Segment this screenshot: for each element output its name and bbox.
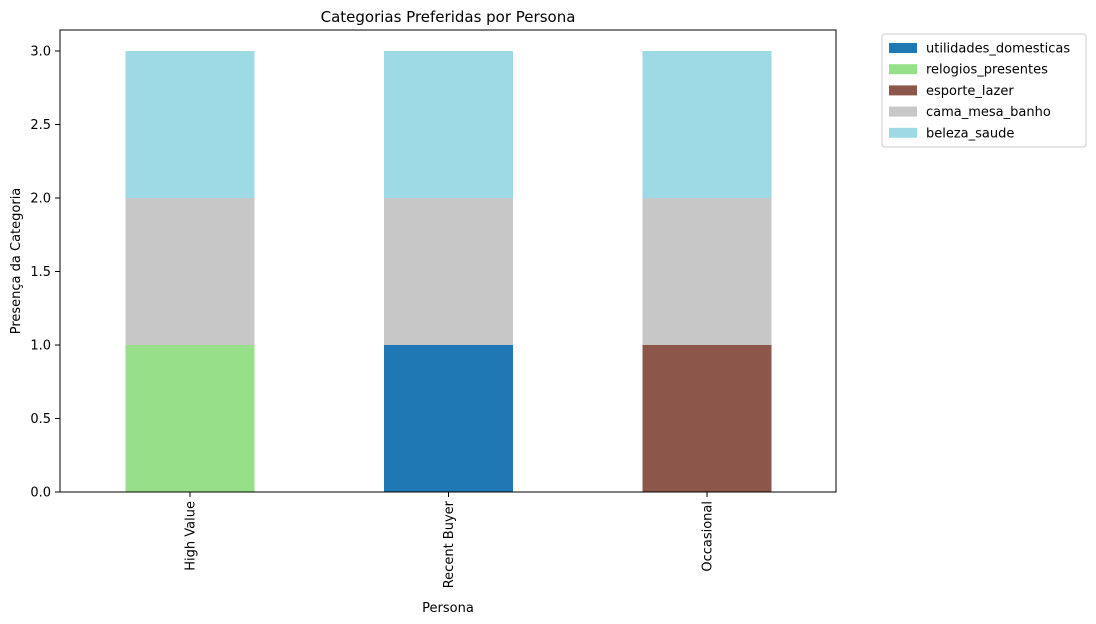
- bar-segment: [642, 51, 772, 198]
- legend-swatch: [889, 64, 917, 75]
- legend-swatch: [889, 43, 917, 53]
- legend-label: cama_mesa_banho: [926, 105, 1051, 120]
- y-tick-label: 2.0: [30, 192, 51, 207]
- bar-segment: [125, 345, 255, 492]
- legend-label: utilidades_domesticas: [926, 42, 1070, 57]
- y-tick-label: 0.0: [30, 486, 51, 501]
- y-tick-label: 1.0: [30, 339, 51, 354]
- legend-label: beleza_saude: [926, 126, 1014, 141]
- x-tick-label: High Value: [184, 501, 199, 571]
- x-axis: High Value Recent Buyer Occasional: [184, 492, 716, 588]
- legend-swatch: [889, 85, 917, 96]
- legend-swatch: [889, 106, 917, 117]
- legend-swatch: [889, 127, 917, 138]
- legend-label: relogios_presentes: [926, 63, 1048, 78]
- legend-label: esporte_lazer: [926, 84, 1014, 99]
- x-axis-label: Persona: [422, 601, 474, 616]
- y-tick-label: 3.0: [30, 45, 51, 60]
- y-tick-label: 0.5: [30, 412, 51, 427]
- y-axis: 0.0 0.5 1.0 1.5 2.0 2.5 3.0: [30, 45, 60, 501]
- y-tick-label: 1.5: [30, 265, 51, 280]
- y-axis-label: Presença da Categoria: [9, 188, 24, 335]
- bar-segment: [384, 345, 513, 492]
- bar-segment: [642, 198, 772, 345]
- legend-frame: [881, 33, 1087, 148]
- bar-segment: [125, 51, 255, 198]
- bars-layer: [125, 51, 772, 492]
- y-tick-label: 2.5: [30, 118, 51, 133]
- bar-segment: [642, 345, 772, 492]
- bar-segment: [384, 198, 513, 345]
- x-tick-label: Recent Buyer: [442, 500, 457, 588]
- legend: utilidades_domesticas relogios_presentese…: [881, 33, 1087, 148]
- bar-segment: [125, 198, 255, 345]
- x-tick-label: Occasional: [701, 501, 716, 572]
- bar-segment: [384, 51, 513, 198]
- chart-title: Categorias Preferidas por Persona: [321, 8, 576, 26]
